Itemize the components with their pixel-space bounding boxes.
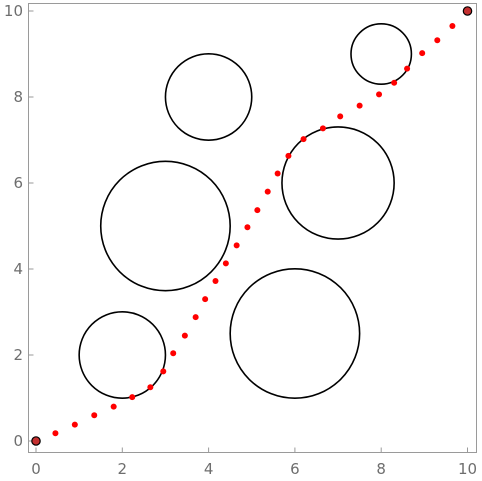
obstacle-circle <box>350 22 413 86</box>
endpoint-marker <box>462 6 473 16</box>
x-tick-label: 10 <box>458 460 477 478</box>
y-tick-label: 0 <box>13 432 23 450</box>
obstacle-circle <box>229 267 361 400</box>
path-point <box>71 421 78 428</box>
endpoint-marker <box>31 436 41 446</box>
x-tick-label: 4 <box>204 460 214 478</box>
path-points <box>52 23 456 437</box>
y-tick-label: 10 <box>4 2 23 20</box>
obstacle-circles <box>78 22 413 400</box>
path-point <box>356 102 363 109</box>
path-point <box>404 65 411 72</box>
path-point <box>391 79 398 86</box>
path-point <box>244 224 251 231</box>
plot-frame <box>28 3 477 453</box>
path-point <box>222 260 229 267</box>
path-point <box>147 384 154 391</box>
path-point <box>233 242 240 249</box>
path-point <box>212 278 219 285</box>
path-point <box>160 368 167 375</box>
path-point <box>300 136 307 143</box>
axis-ticks <box>28 10 468 453</box>
path-point <box>337 113 344 120</box>
y-tick-label: 2 <box>13 346 23 364</box>
path-endpoints <box>31 6 473 446</box>
x-tick-label: 0 <box>31 460 41 478</box>
path-point <box>376 91 383 98</box>
y-tick-label: 4 <box>13 260 23 278</box>
path-point <box>181 332 188 339</box>
path-point <box>264 188 271 195</box>
y-tick-label: 6 <box>13 174 23 192</box>
x-tick-label: 8 <box>376 460 386 478</box>
path-point <box>129 394 136 401</box>
path-point <box>110 403 117 410</box>
path-point <box>52 430 59 437</box>
path-point <box>91 412 98 419</box>
path-point <box>192 314 199 321</box>
path-point <box>274 170 281 177</box>
obstacle-circle <box>281 126 395 240</box>
path-point <box>170 350 177 357</box>
obstacle-circle <box>99 160 231 292</box>
path-point <box>449 23 456 30</box>
path-point <box>419 50 426 57</box>
path-point <box>319 125 326 132</box>
path-point <box>202 296 209 303</box>
tick-labels: 0 2 4 6 8 10 0 2 4 6 8 10 <box>4 2 477 478</box>
x-tick-label: 2 <box>118 460 128 478</box>
path-point <box>434 37 441 44</box>
x-tick-label: 6 <box>290 460 300 478</box>
y-tick-label: 8 <box>13 88 23 106</box>
obstacle-circle <box>164 53 253 141</box>
path-point <box>254 207 261 214</box>
obstacle-circle <box>78 311 167 399</box>
path-point <box>285 152 292 159</box>
